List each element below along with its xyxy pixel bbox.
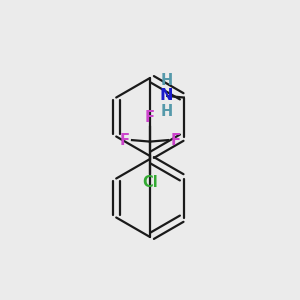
Text: F: F xyxy=(145,110,155,125)
Text: F: F xyxy=(120,133,130,148)
Text: N: N xyxy=(160,88,173,104)
Text: H: H xyxy=(160,104,172,119)
Text: F: F xyxy=(170,133,180,148)
Text: Cl: Cl xyxy=(142,175,158,190)
Text: H: H xyxy=(160,73,172,88)
